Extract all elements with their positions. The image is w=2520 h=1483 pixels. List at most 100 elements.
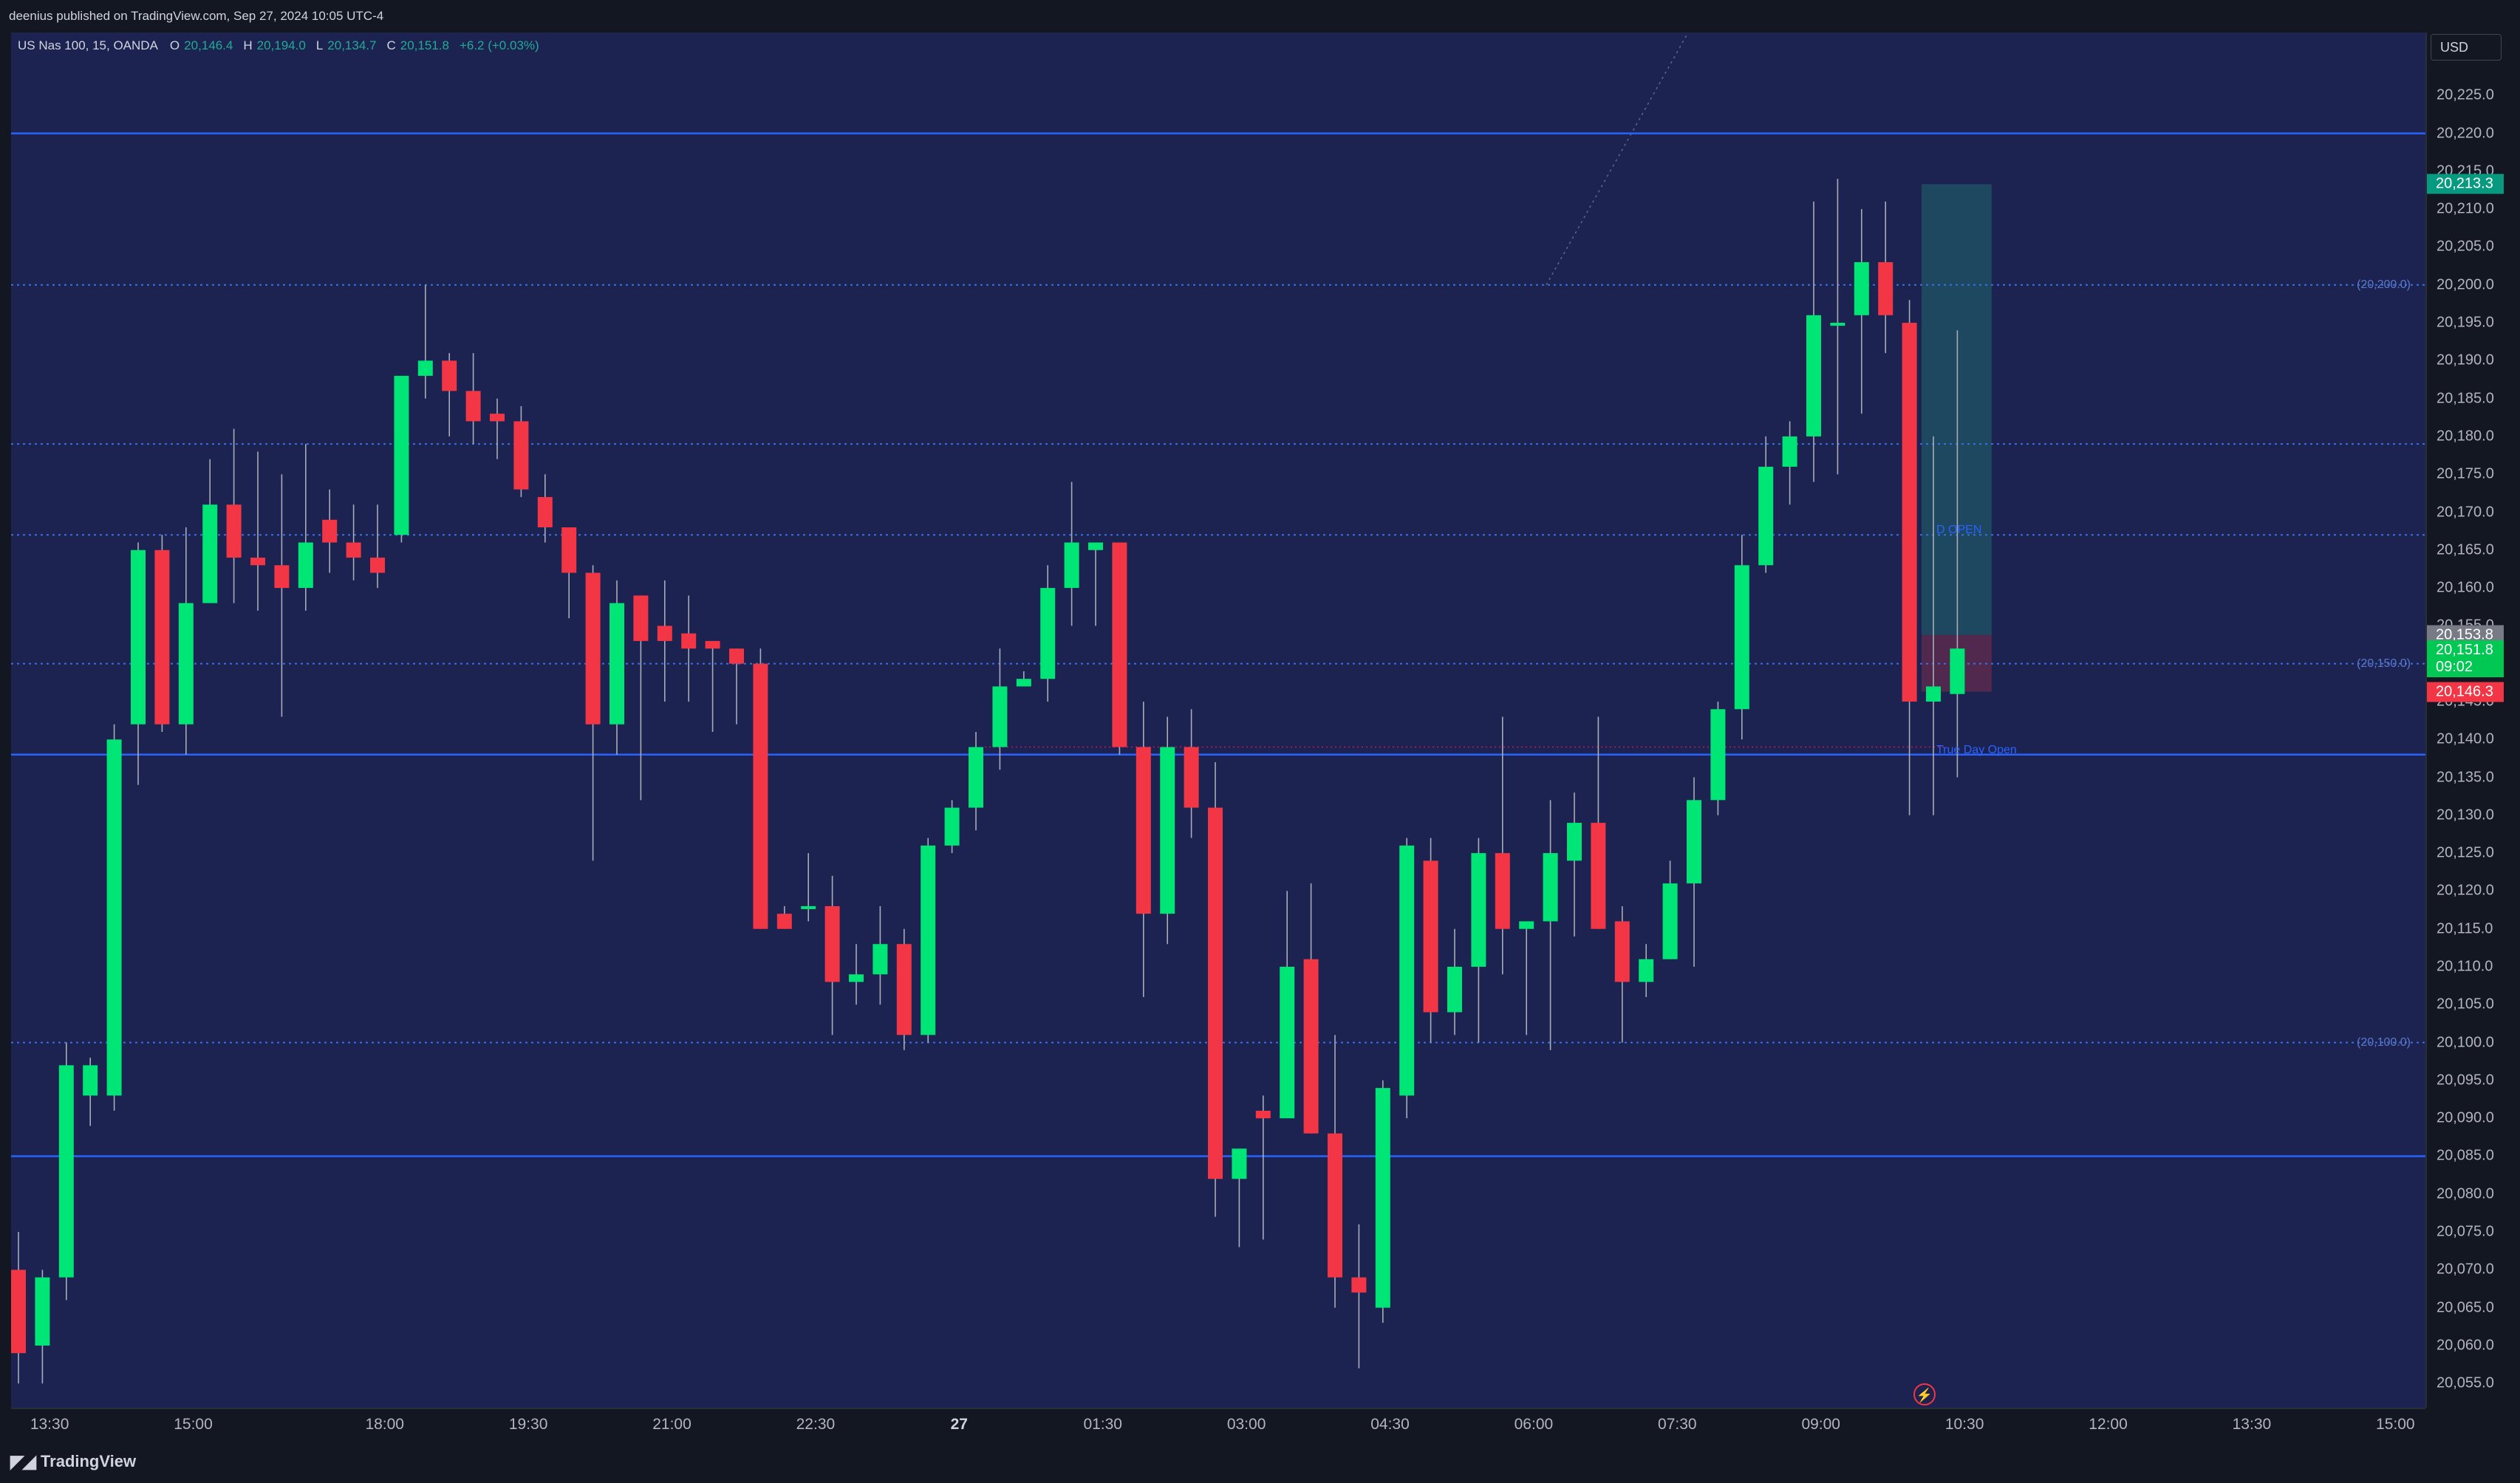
time-tick: 19:30 xyxy=(508,1416,548,1433)
low-key: L xyxy=(315,38,324,52)
time-tick: 07:30 xyxy=(1658,1416,1697,1433)
time-tick: 10:30 xyxy=(1944,1416,1984,1433)
candle-body xyxy=(776,914,792,929)
candle-body xyxy=(1950,648,1965,694)
publish-header: deenius published on TradingView.com, Se… xyxy=(0,0,2520,32)
candle-body xyxy=(1160,747,1175,914)
candle-body xyxy=(1902,323,1917,702)
time-axis[interactable] xyxy=(11,1408,2425,1440)
price-tick: 20,130.0 xyxy=(2437,806,2494,823)
level-label: D OPEN xyxy=(1936,524,1982,537)
trend-line xyxy=(1546,32,1689,286)
price-badge-text: 20,146.3 xyxy=(2436,683,2493,700)
candle-body xyxy=(513,421,529,490)
candle-body xyxy=(1088,542,1103,550)
price-tick: 20,205.0 xyxy=(2437,238,2494,255)
time-tick: 13:30 xyxy=(30,1416,69,1433)
price-tick: 20,125.0 xyxy=(2437,844,2494,861)
candlestick-chart xyxy=(11,32,2425,1384)
candle-body xyxy=(681,633,697,649)
candle-body xyxy=(1136,747,1151,914)
candle-body xyxy=(11,1270,26,1354)
time-tick: 22:30 xyxy=(796,1416,836,1433)
level-label: True Day Open xyxy=(1936,743,2017,756)
price-axis[interactable] xyxy=(2425,32,2520,1408)
time-tick: 27 xyxy=(950,1416,968,1433)
candle-body xyxy=(1351,1277,1367,1293)
candle-body xyxy=(1710,709,1726,801)
level-label: (20,100.0) xyxy=(2357,1035,2411,1049)
price-badge-high: 20,213.3 xyxy=(2427,174,2504,194)
candle-body xyxy=(969,747,983,808)
candle-body xyxy=(178,603,194,725)
price-tick: 20,200.0 xyxy=(2437,276,2494,293)
candle-body xyxy=(1016,679,1031,687)
price-tick: 20,115.0 xyxy=(2437,920,2493,937)
candle-body xyxy=(633,595,649,641)
tradingview-logo[interactable]: ◤◢ TradingView xyxy=(10,1451,136,1473)
candle-body xyxy=(1878,261,1894,315)
time-tick: 06:00 xyxy=(1514,1416,1554,1433)
candle-body xyxy=(657,626,672,641)
price-tick: 20,135.0 xyxy=(2437,769,2494,786)
candle-body xyxy=(944,807,960,846)
candle-body xyxy=(1495,853,1510,929)
candle-body xyxy=(1303,959,1319,1134)
price-tick: 20,175.0 xyxy=(2437,465,2494,482)
price-badge-low: 20,146.3 xyxy=(2427,682,2504,702)
candle-body xyxy=(873,944,888,975)
price-tick: 20,100.0 xyxy=(2437,1034,2494,1051)
high-value: 20,194.0 xyxy=(256,38,306,52)
close-value: 20,151.8 xyxy=(400,38,449,52)
candle-body xyxy=(154,549,170,725)
flash-icon[interactable]: ⚡ xyxy=(1913,1383,1936,1405)
candle-body xyxy=(824,905,840,982)
candle-body xyxy=(992,686,1008,747)
candle-body xyxy=(1734,565,1749,710)
close-key: C xyxy=(386,38,396,52)
candle-body xyxy=(1926,686,1941,702)
price-tick: 20,185.0 xyxy=(2437,390,2494,407)
candle-body xyxy=(729,648,744,664)
candle-body xyxy=(1591,823,1606,929)
low-value: 20,134.7 xyxy=(327,38,377,52)
candle-body xyxy=(585,572,601,725)
candle-body xyxy=(226,504,242,558)
price-tick: 20,060.0 xyxy=(2437,1337,2494,1354)
candle-body xyxy=(1519,921,1534,929)
footer: ◤◢ TradingView xyxy=(0,1440,2520,1483)
candle-body xyxy=(1830,323,1845,326)
publish-line: deenius published on TradingView.com, Se… xyxy=(9,9,384,23)
level-label: (20,200.0) xyxy=(2357,278,2411,291)
candle-body xyxy=(1543,853,1558,922)
candle-body xyxy=(35,1277,50,1346)
candle-body xyxy=(1758,466,1774,566)
candle-body xyxy=(609,603,624,725)
symbol-label[interactable]: US Nas 100, 15, OANDA xyxy=(18,38,158,52)
open-value: 20,146.4 xyxy=(184,38,233,52)
candle-body xyxy=(561,527,577,573)
chart-plot-area[interactable] xyxy=(11,32,2425,1408)
candle-body xyxy=(1112,542,1127,747)
candle-body xyxy=(202,504,218,603)
time-tick: 12:00 xyxy=(2089,1416,2128,1433)
candle-body xyxy=(1687,800,1701,884)
price-tick: 20,225.0 xyxy=(2437,86,2494,103)
price-tick: 20,090.0 xyxy=(2437,1109,2494,1126)
candle-body xyxy=(1280,967,1295,1119)
price-tick: 20,210.0 xyxy=(2437,200,2494,217)
candle-body xyxy=(394,375,409,535)
price-badge-text: 20,153.8 xyxy=(2436,626,2493,643)
candle-body xyxy=(1806,315,1821,436)
price-tick: 20,080.0 xyxy=(2437,1185,2494,1202)
candle-body xyxy=(1184,747,1199,808)
candle-body xyxy=(537,496,553,528)
candle-body xyxy=(753,663,768,929)
currency-button[interactable]: USD xyxy=(2431,34,2502,61)
price-badge-current: 20,151.8 09:02 xyxy=(2427,640,2504,678)
time-tick: 15:00 xyxy=(2376,1416,2415,1433)
candle-body xyxy=(322,519,338,543)
candle-body xyxy=(465,391,481,422)
price-tick: 20,110.0 xyxy=(2437,958,2493,975)
brand-name: TradingView xyxy=(40,1452,137,1470)
